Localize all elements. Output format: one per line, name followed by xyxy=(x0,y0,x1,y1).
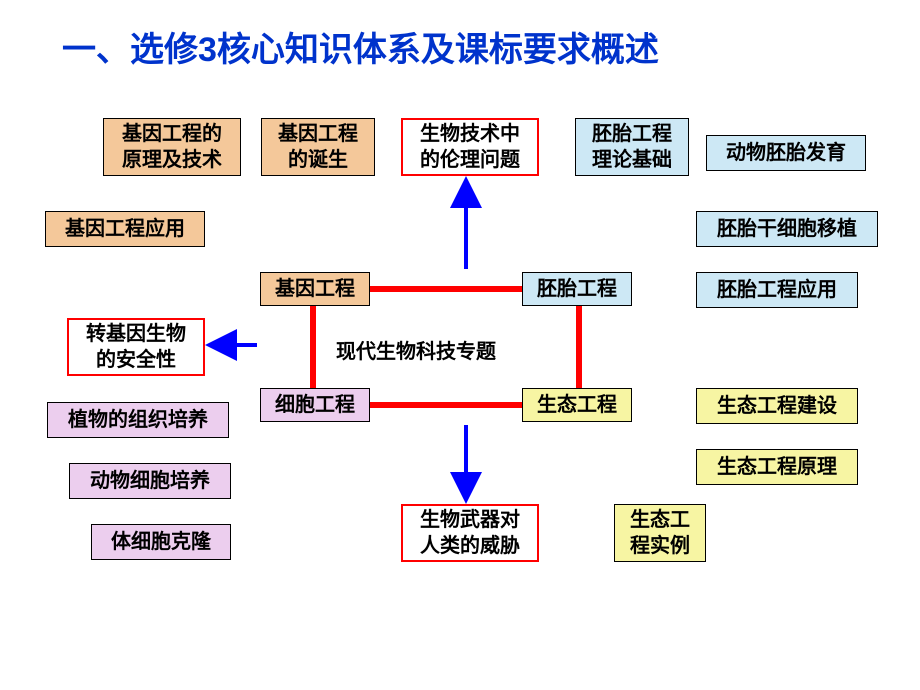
box-gene_app: 基因工程应用 xyxy=(45,211,205,247)
page-title: 一、选修3核心知识体系及课标要求概述 xyxy=(62,22,659,71)
box-gene_principle: 基因工程的 原理及技术 xyxy=(103,118,241,176)
box-gene_eng: 基因工程 xyxy=(260,272,370,306)
box-gmo_safety: 转基因生物 的安全性 xyxy=(67,318,205,376)
box-embryo_dev: 动物胚胎发育 xyxy=(706,135,866,171)
box-somatic_clone: 体细胞克隆 xyxy=(91,524,231,560)
box-gene_birth: 基因工程 的诞生 xyxy=(261,118,375,176)
box-eco_example: 生态工 程实例 xyxy=(614,504,706,562)
box-animal_cell: 动物细胞培养 xyxy=(69,463,231,499)
box-embryo_theory: 胚胎工程 理论基础 xyxy=(575,118,689,176)
box-embryo_stem: 胚胎干细胞移植 xyxy=(696,211,878,247)
box-eco_principle: 生态工程原理 xyxy=(696,449,858,485)
box-cell_eng: 细胞工程 xyxy=(260,388,370,422)
box-embryo_eng: 胚胎工程 xyxy=(522,272,632,306)
box-bioweapon: 生物武器对 人类的威胁 xyxy=(401,504,539,562)
box-eco_eng: 生态工程 xyxy=(522,388,632,422)
box-ethics: 生物技术中 的伦理问题 xyxy=(401,118,539,176)
box-plant_tissue: 植物的组织培养 xyxy=(47,402,229,438)
center-label: 现代生物科技专题 xyxy=(336,335,496,364)
box-embryo_app: 胚胎工程应用 xyxy=(696,272,858,308)
box-eco_build: 生态工程建设 xyxy=(696,388,858,424)
